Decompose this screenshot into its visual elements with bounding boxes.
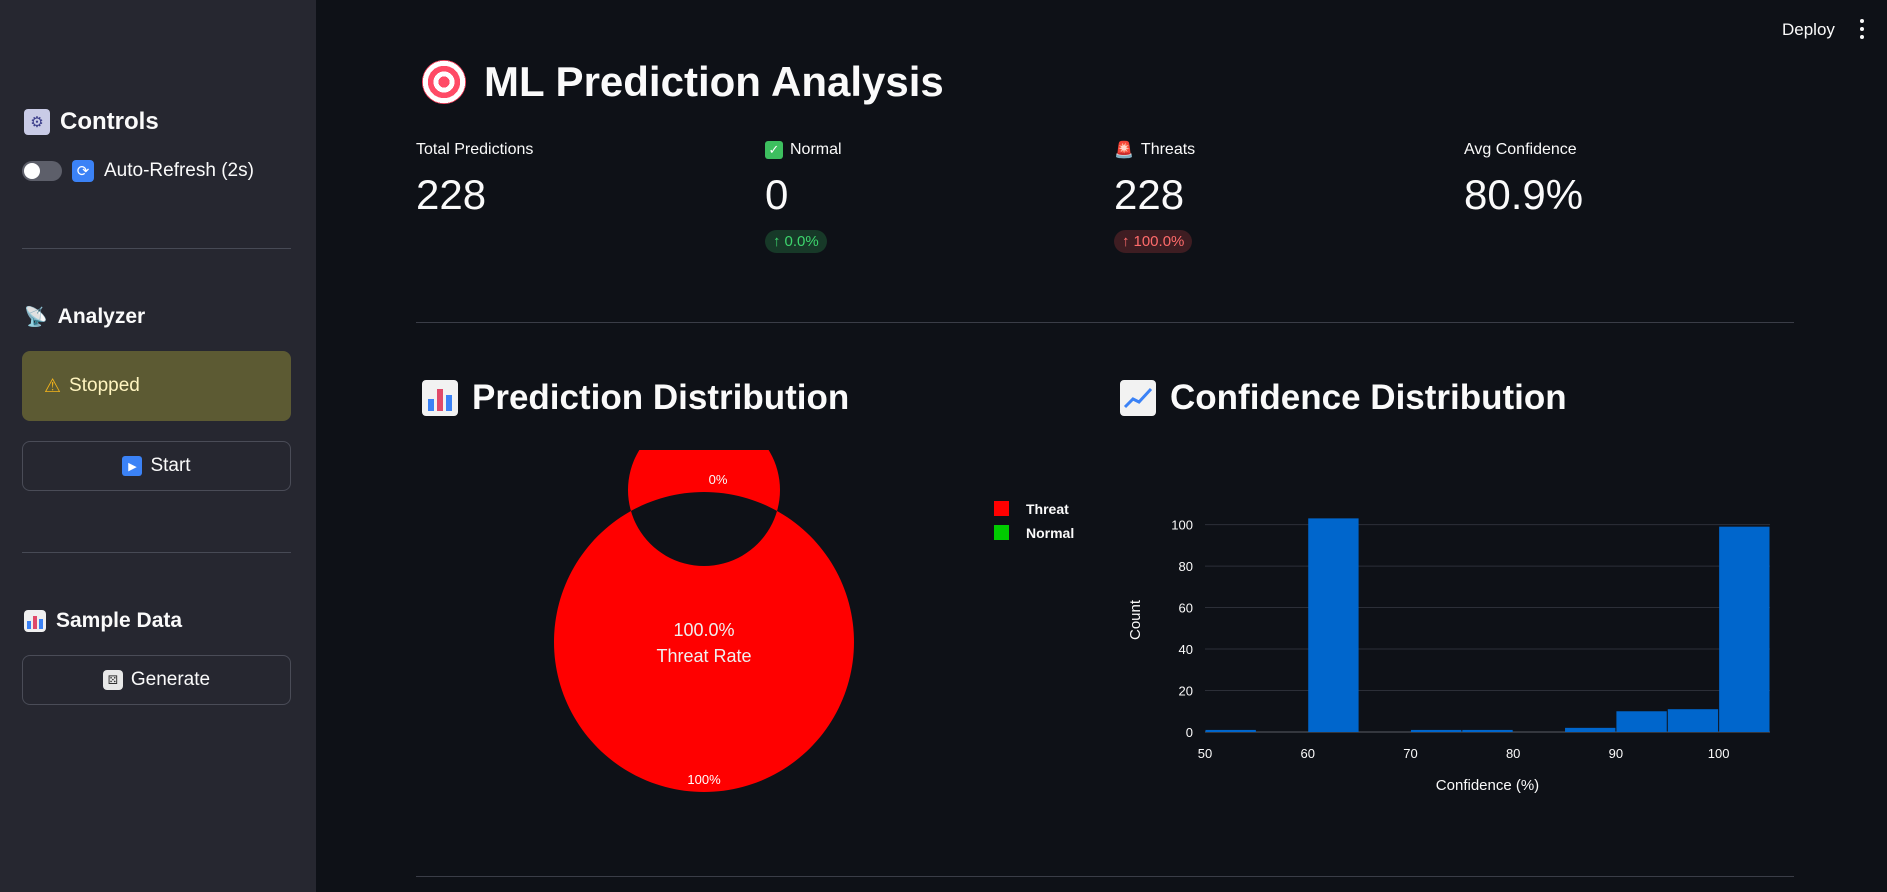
start-label: Start	[150, 455, 191, 476]
histogram-bar[interactable]	[1565, 727, 1616, 732]
metric-label: Total Predictions	[416, 141, 534, 158]
metric-total-predictions: Total Predictions 228	[416, 140, 533, 218]
siren-icon: 🚨	[1114, 142, 1134, 159]
metric-delta-value: 0.0%	[784, 233, 819, 250]
svg-text:Threat: Threat	[1026, 501, 1069, 517]
confidence-distribution-title: Confidence Distribution	[1120, 378, 1567, 418]
dice-icon: ⚄	[102, 670, 123, 690]
svg-text:Normal: Normal	[1026, 525, 1074, 541]
section-title-text: Confidence Distribution	[1170, 378, 1567, 417]
page-title: ML Prediction Analysis	[422, 58, 944, 106]
y-tick-label: 60	[1179, 601, 1193, 616]
histogram-bar[interactable]	[1462, 729, 1513, 732]
target-icon	[422, 60, 466, 104]
metric-avg-confidence: Avg Confidence 80.9%	[1464, 140, 1583, 218]
y-tick-label: 40	[1179, 642, 1193, 657]
check-icon: ✓	[765, 141, 783, 159]
warning-icon: ⚠	[44, 375, 62, 397]
auto-refresh-label: Auto-Refresh (2s)	[104, 160, 254, 181]
slice-label-threat: 100%	[687, 772, 721, 787]
auto-refresh-toggle-row[interactable]: ⟳ Auto-Refresh (2s)	[22, 160, 254, 182]
analyzer-heading: 📡 Analyzer	[24, 305, 145, 329]
slice-label-normal: 0%	[709, 472, 728, 487]
page-title-text: ML Prediction Analysis	[484, 58, 944, 105]
prediction-distribution-title: Prediction Distribution	[422, 378, 849, 418]
x-tick-label: 100	[1708, 746, 1730, 761]
controls-heading: ⚙ Controls	[24, 108, 159, 136]
section-title-text: Prediction Distribution	[472, 378, 850, 417]
donut-slice-threat[interactable]	[554, 450, 854, 792]
histogram-bar[interactable]	[1205, 729, 1256, 732]
arrow-up-icon: ↑	[1122, 233, 1130, 250]
line-chart-icon	[1120, 380, 1156, 416]
metric-delta-value: 100.0%	[1133, 233, 1185, 250]
metric-label: Threats	[1140, 141, 1196, 158]
x-tick-label: 60	[1300, 746, 1314, 761]
section-divider	[416, 322, 1794, 323]
y-axis-label: Count	[1127, 599, 1144, 640]
histogram-bar[interactable]	[1308, 518, 1359, 732]
sample-data-title: Sample Data	[56, 609, 183, 632]
y-tick-label: 100	[1171, 518, 1193, 533]
confidence-histogram: 0 20 40 60 80 100 50 60 70 80 90 100 Confidence (%) C…	[1127, 518, 1770, 794]
deploy-button[interactable]: Deploy	[1782, 20, 1835, 39]
donut-center-text: 100.0%	[673, 620, 734, 640]
analyzer-title: Analyzer	[57, 305, 146, 328]
generate-label: Generate	[130, 669, 211, 690]
metric-delta: ↑ 100.0%	[1114, 230, 1193, 253]
sidebar-divider	[22, 248, 291, 249]
histogram-bar[interactable]	[1616, 711, 1667, 732]
x-tick-label: 70	[1403, 746, 1417, 761]
y-tick-label: 80	[1179, 559, 1193, 574]
y-tick-label: 20	[1179, 684, 1193, 699]
play-icon: ▶	[122, 456, 143, 476]
sidebar: ⚙ Controls ⟳ Auto-Refresh (2s) 📡 Analyze…	[0, 0, 316, 892]
metric-normal: ✓ Normal 0 ↑ 0.0%	[765, 140, 842, 253]
controls-title: Controls	[60, 108, 159, 135]
histogram-bar[interactable]	[1719, 526, 1770, 732]
x-tick-label: 90	[1609, 746, 1623, 761]
metric-value: 228	[1114, 171, 1185, 218]
sidebar-divider	[22, 552, 291, 553]
legend-item-threat[interactable]: Threat	[994, 501, 1069, 517]
satellite-dish-icon: 📡	[24, 307, 48, 328]
status-text: Stopped	[69, 375, 140, 396]
control-knobs-icon: ⚙	[24, 109, 50, 135]
generate-button[interactable]: ⚄ Generate	[22, 655, 291, 705]
legend-item-normal[interactable]: Normal	[994, 525, 1074, 541]
sample-data-heading: Sample Data	[24, 609, 182, 633]
metric-value: 80.9%	[1464, 171, 1584, 218]
metric-value: 0	[765, 171, 789, 218]
y-tick-label: 0	[1186, 725, 1193, 740]
metric-label: Normal	[790, 141, 842, 158]
start-button[interactable]: ▶ Start	[22, 441, 291, 491]
arrow-up-icon: ↑	[773, 233, 781, 250]
bar-chart-icon	[422, 380, 458, 416]
status-alert: ⚠ Stopped	[22, 351, 291, 421]
histogram-bar[interactable]	[1410, 729, 1462, 732]
prediction-donut-chart: 100% 0% 100.0% Threat Rate Threat Normal	[554, 450, 1074, 792]
metric-delta: ↑ 0.0%	[765, 230, 827, 253]
section-divider	[416, 876, 1794, 877]
metric-threats: 🚨 Threats 228 ↑ 100.0%	[1114, 140, 1195, 253]
x-tick-label: 50	[1198, 746, 1212, 761]
metric-label: Avg Confidence	[1464, 141, 1577, 158]
x-axis-label: Confidence (%)	[1436, 777, 1539, 794]
metric-label-row: ✓ Normal	[765, 140, 842, 160]
x-tick-label: 80	[1506, 746, 1520, 761]
refresh-icon: ⟳	[72, 160, 94, 182]
toggle-knob	[24, 163, 40, 179]
histogram-bar[interactable]	[1667, 709, 1719, 732]
bar-chart-icon	[24, 610, 46, 632]
main-menu-icon[interactable]	[1858, 19, 1866, 39]
metric-value: 228	[416, 171, 487, 218]
donut-center-text: Threat Rate	[656, 646, 751, 666]
metric-label-row: 🚨 Threats	[1114, 140, 1195, 160]
auto-refresh-toggle[interactable]	[22, 161, 62, 181]
